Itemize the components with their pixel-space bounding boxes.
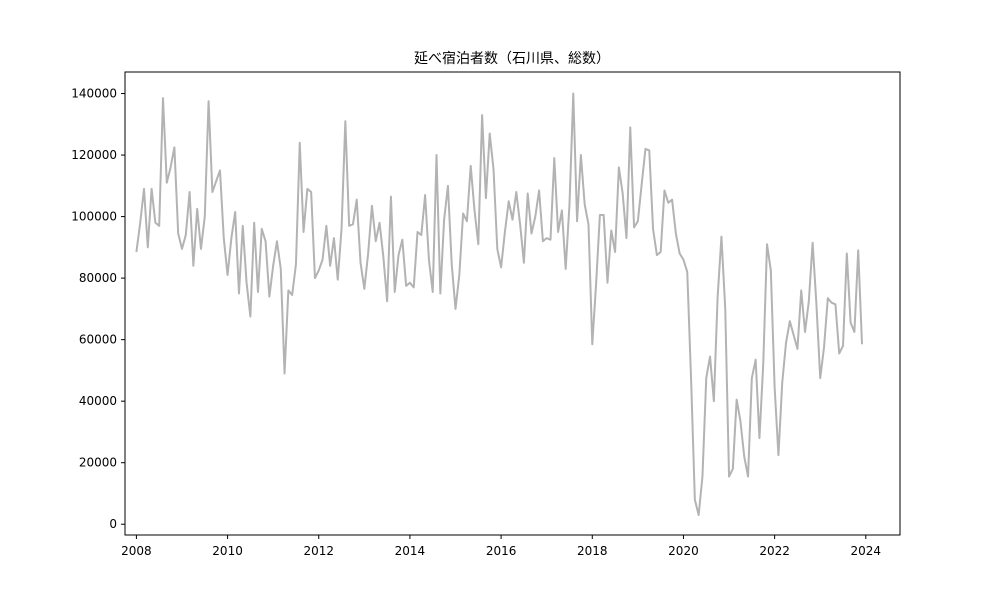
x-tick-label: 2018 — [577, 544, 608, 558]
y-tick-label: 120000 — [71, 148, 117, 162]
x-tick-label: 2012 — [303, 544, 334, 558]
y-tick-label: 40000 — [79, 394, 117, 408]
x-tick-label: 2016 — [486, 544, 517, 558]
y-tick-label: 140000 — [71, 87, 117, 101]
x-tick-label: 2020 — [668, 544, 699, 558]
x-tick-label: 2008 — [121, 544, 152, 558]
chart-title: 延べ宿泊者数（石川県、総数） — [414, 50, 610, 67]
x-axis: 2008 2010 2012 2014 2016 2018 2020 2022 2024 — [121, 535, 881, 558]
y-tick-label: 60000 — [79, 333, 117, 347]
y-axis: 0 20000 40000 60000 80000 100000 120000 140000 — [71, 87, 125, 531]
y-tick-label: 20000 — [79, 456, 117, 470]
plot-area — [124, 71, 901, 536]
y-tick-label: 80000 — [79, 271, 117, 285]
y-tick-label: 100000 — [71, 210, 117, 224]
x-tick-label: 2014 — [395, 544, 426, 558]
x-tick-label: 2022 — [759, 544, 790, 558]
x-tick-label: 2024 — [851, 544, 882, 558]
x-tick-label: 2010 — [212, 544, 243, 558]
y-tick-label: 0 — [109, 517, 117, 531]
series-line — [135, 92, 864, 516]
